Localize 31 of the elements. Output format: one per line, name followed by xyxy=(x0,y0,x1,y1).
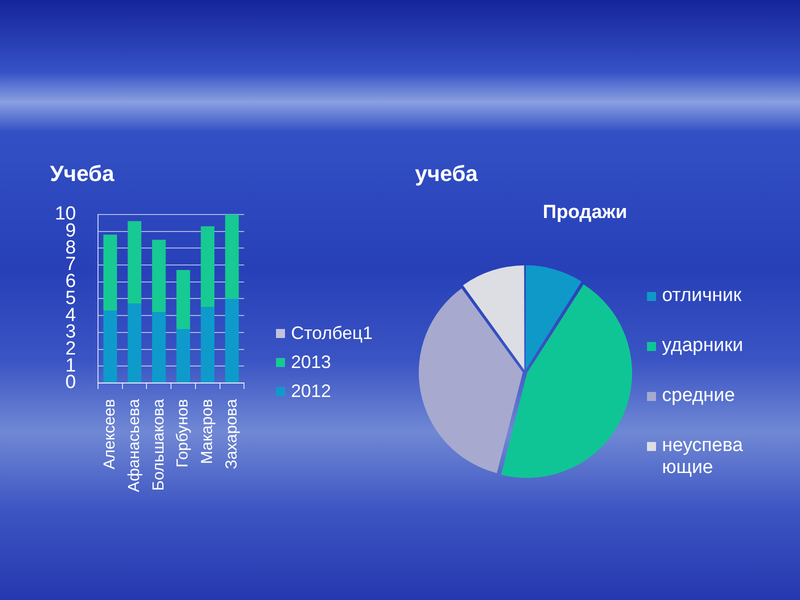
bar xyxy=(128,221,142,304)
bar xyxy=(103,234,117,310)
chart-subtitle: Продажи xyxy=(542,202,628,224)
bar xyxy=(225,214,239,299)
legend-label: отличник xyxy=(662,285,742,307)
x-tick-label: Макаров xyxy=(199,399,216,464)
bar xyxy=(128,304,142,382)
legend-label: средние xyxy=(662,385,736,407)
y-tick-label: 9 xyxy=(65,220,76,242)
bar xyxy=(103,310,117,382)
x-tick-label: Горбунов xyxy=(174,399,192,468)
x-tick-label: Большакова xyxy=(150,398,168,491)
bar xyxy=(225,298,239,382)
legend-label: неуспевающие xyxy=(662,435,744,479)
y-tick-label: 5 xyxy=(65,288,76,309)
bar xyxy=(152,240,166,312)
legend-label: ударники xyxy=(662,335,744,357)
bar xyxy=(200,307,214,382)
bar xyxy=(152,312,166,382)
bar xyxy=(200,226,214,308)
legend-label: Столбец1 xyxy=(291,323,373,344)
chart-title: Учеба xyxy=(50,161,114,186)
legend-label: 2012 xyxy=(291,381,332,402)
x-tick-label: Алексеев xyxy=(102,399,119,470)
bar xyxy=(176,270,190,330)
legend-label: 2013 xyxy=(291,352,332,373)
y-tick-label: 0 xyxy=(65,372,76,394)
bar xyxy=(176,329,190,382)
chart-title: учеба xyxy=(415,161,478,186)
x-tick-label: Захарова xyxy=(223,398,240,470)
x-tick-label: Афанасьева xyxy=(126,398,143,492)
